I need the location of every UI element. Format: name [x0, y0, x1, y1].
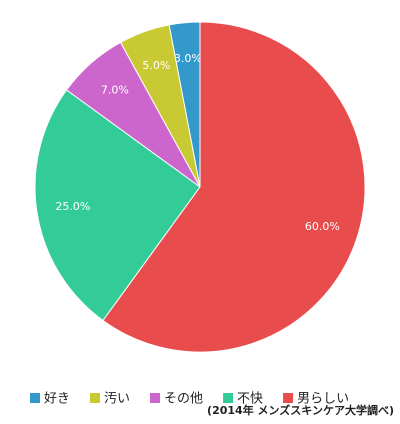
legend-label: 不快	[237, 392, 263, 407]
slice-label: 25.0%	[55, 200, 90, 213]
slice-label: 7.0%	[101, 83, 129, 96]
legend-swatch	[283, 393, 294, 403]
pie-slice	[34, 89, 201, 322]
legend-swatch	[30, 393, 40, 403]
legend-label: 汚い	[104, 392, 130, 407]
slice-label: 3.0%	[174, 52, 202, 65]
slice-label: 5.0%	[142, 59, 170, 72]
legend-label: 好き	[44, 392, 70, 407]
slice-label: 60.0%	[305, 220, 340, 233]
legend-swatch	[223, 393, 234, 403]
legend-swatch	[90, 393, 101, 403]
legend-swatch	[150, 393, 161, 403]
legend-label: 男らしい	[297, 392, 349, 407]
legend-label: その他	[164, 392, 203, 407]
source-note: (2014年 メンズスキンケア大学調べ)	[207, 403, 394, 417]
pie-slice	[102, 21, 366, 353]
